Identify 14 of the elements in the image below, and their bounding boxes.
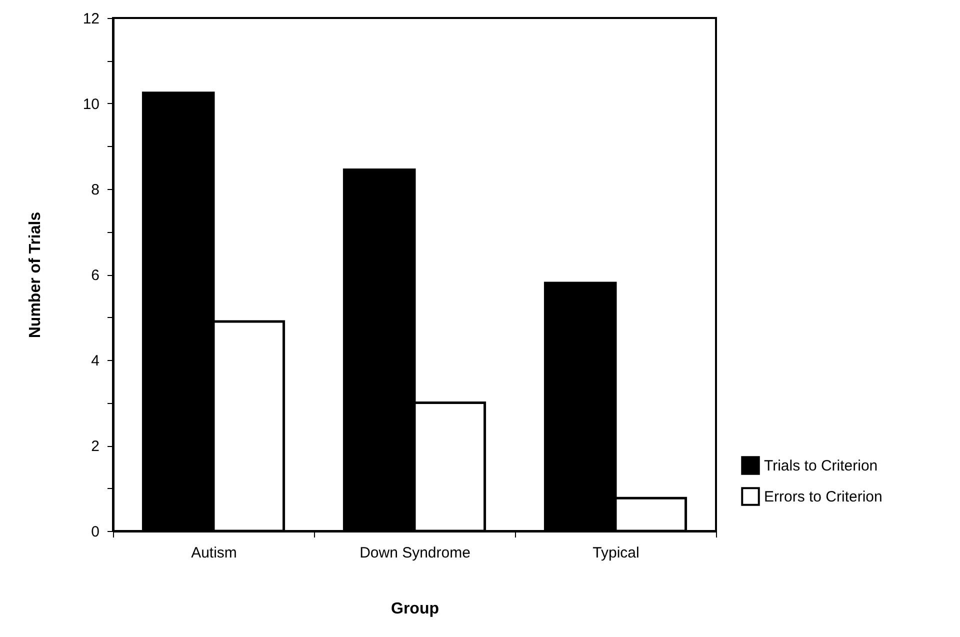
legend-label: Trials to Criterion	[764, 458, 878, 474]
y-axis-title: Number of Trials	[26, 212, 44, 338]
y-tick-label: 6	[91, 267, 100, 284]
x-axis-title: Group	[391, 600, 440, 618]
y-tick-label: 0	[91, 524, 100, 540]
y-tick-label: 10	[82, 96, 100, 113]
legend-label: Errors to Criterion	[764, 488, 882, 506]
y-tick-label: 12	[82, 10, 100, 28]
y-tick-label: 8	[91, 182, 100, 198]
x-tick-label: Down Syndrome	[360, 544, 470, 562]
x-tick-label: Typical	[592, 544, 640, 562]
y-tick-label: 2	[91, 438, 100, 455]
y-tick-label: 4	[91, 352, 100, 370]
x-tick-label: Autism	[191, 544, 237, 562]
